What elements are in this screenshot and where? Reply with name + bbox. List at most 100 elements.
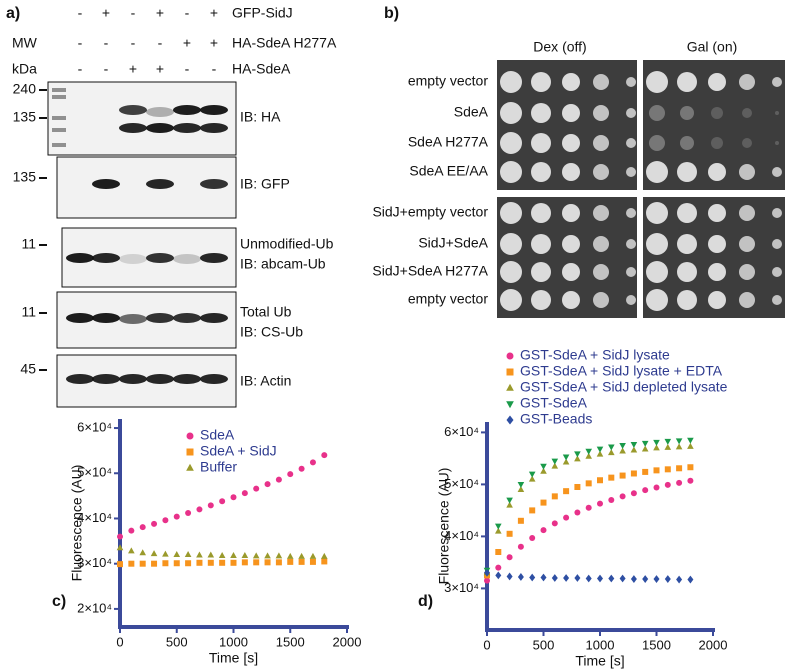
yeast-spot [775, 111, 779, 115]
band [200, 374, 228, 384]
row-label: GFP-SidJ [232, 5, 293, 21]
marker [162, 517, 169, 524]
marker [321, 452, 328, 459]
marker [529, 507, 536, 514]
yeast-spot [680, 106, 694, 120]
x-tick-label: 0 [483, 637, 490, 652]
band [92, 374, 120, 384]
marker [597, 500, 603, 507]
band [92, 179, 120, 189]
marker [162, 550, 169, 557]
blot-label: IB: abcam-Ub [240, 256, 326, 272]
yeast-spot [680, 136, 694, 150]
yeast-spot [500, 202, 522, 224]
band [173, 254, 201, 264]
marker [608, 497, 615, 503]
marker [517, 517, 524, 524]
marker [540, 527, 547, 534]
mw-marker: 45 [20, 361, 36, 377]
marker [528, 475, 536, 482]
marker [664, 438, 672, 445]
sign: + [156, 61, 164, 77]
marker [298, 465, 305, 472]
marker [562, 458, 570, 465]
column-header: Gal (on) [687, 39, 738, 55]
band [200, 253, 228, 263]
marker [506, 497, 513, 504]
marker [574, 574, 581, 582]
ladder-band [52, 143, 66, 147]
marker [676, 465, 683, 472]
legend-label: GST-SdeA + SidJ lysate + EDTA [520, 363, 723, 379]
yeast-spot [531, 262, 551, 282]
marker [517, 573, 524, 581]
marker [664, 466, 671, 473]
marker [321, 552, 328, 559]
yeast-spot [500, 102, 522, 124]
legend-label: GST-Beads [520, 411, 592, 427]
mw-marker: 240 [13, 81, 37, 97]
marker [264, 481, 271, 488]
x-tick-label: 0 [116, 634, 123, 649]
blot-label: Unmodified-Ub [240, 236, 334, 252]
marker [676, 575, 683, 584]
marker [128, 560, 135, 567]
marker [139, 549, 146, 556]
yeast-spot [593, 264, 609, 280]
marker [687, 442, 694, 449]
yeast-spot [593, 105, 609, 121]
y-axis-label: Fluorescence (AU) [69, 465, 85, 582]
yeast-spot [562, 134, 580, 152]
marker [219, 498, 226, 505]
blot-label: IB: GFP [240, 176, 290, 192]
yeast-spot [708, 73, 726, 91]
legend-marker [186, 463, 194, 471]
marker [540, 467, 547, 474]
strain-label: SidJ+SdeA [418, 235, 488, 251]
ladder-band [52, 116, 66, 120]
yeast-spot [626, 239, 636, 249]
marker [551, 520, 558, 527]
legend-marker [506, 368, 514, 376]
band [146, 179, 174, 189]
marker [529, 573, 536, 582]
marker [676, 479, 683, 486]
marker [529, 534, 536, 541]
yeast-spot [500, 289, 522, 311]
strain-label: SdeA H277A [408, 134, 489, 150]
legend-label: Buffer [200, 459, 237, 475]
sign: + [102, 5, 110, 21]
band [173, 313, 201, 323]
panel-label: b) [384, 5, 399, 22]
legend-marker [186, 432, 194, 440]
marker [551, 574, 558, 582]
marker [540, 463, 547, 470]
marker [619, 493, 626, 500]
marker [551, 458, 559, 465]
marker [585, 448, 592, 455]
sign: + [129, 61, 137, 77]
marker [619, 447, 626, 454]
yeast-spot [708, 235, 726, 253]
marker [128, 527, 135, 534]
marker [275, 476, 282, 483]
band [200, 313, 228, 323]
marker [253, 485, 260, 492]
yeast-spot [562, 104, 580, 122]
marker [506, 501, 513, 508]
panel-label: d) [418, 593, 433, 610]
yeast-spot [626, 295, 636, 305]
marker [664, 443, 672, 450]
marker [642, 575, 649, 583]
marker [687, 437, 694, 444]
x-tick-label: 1000 [586, 637, 615, 652]
marker [642, 468, 649, 475]
y-tick-label: 3×10⁴ [77, 555, 112, 570]
yeast-spot [772, 239, 782, 249]
yeast-spot [500, 233, 522, 255]
yeast-spot [739, 164, 755, 180]
legend-label: GST-SdeA + SidJ depleted lysate [520, 379, 728, 395]
x-tick-label: 2000 [699, 637, 728, 652]
x-tick-label: 1000 [219, 634, 248, 649]
